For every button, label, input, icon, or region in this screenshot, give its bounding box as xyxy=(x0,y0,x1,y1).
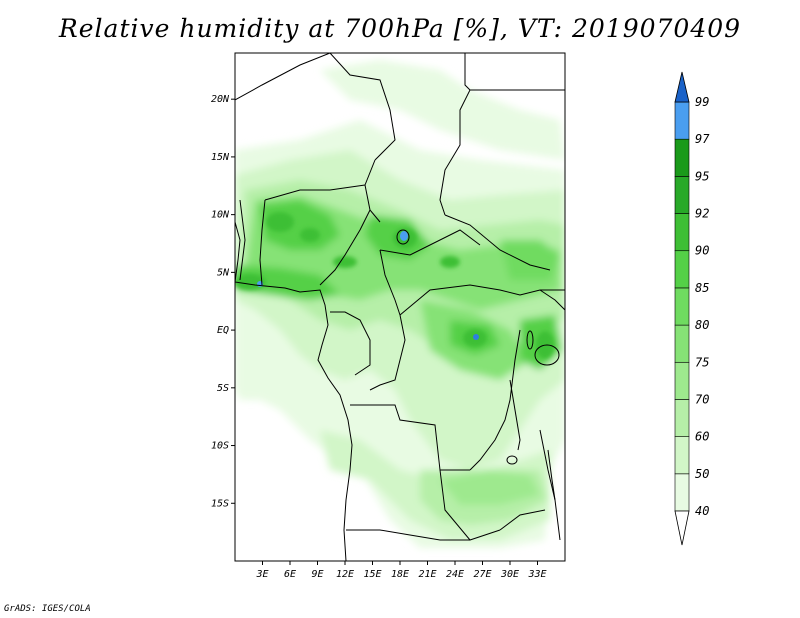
humidity-core-90 xyxy=(333,256,357,268)
country-boundaries xyxy=(235,53,565,561)
colorbar-bin xyxy=(674,361,690,400)
colorbar-label: 92 xyxy=(695,207,709,221)
colorbar-label: 50 xyxy=(695,467,709,481)
humidity-core-95 xyxy=(400,231,408,241)
border-drc-east xyxy=(469,329,521,471)
colorbar-label: 60 xyxy=(695,430,709,444)
x-tick-label: 3E xyxy=(255,569,268,580)
x-tick-label: 27E xyxy=(473,569,491,580)
y-tick-label: EQ xyxy=(217,325,229,336)
lake-malawi xyxy=(547,449,556,501)
lake-albert xyxy=(526,330,534,350)
border-zambia-south xyxy=(499,509,546,531)
border-gabon xyxy=(330,311,371,376)
lakes xyxy=(396,229,560,501)
colorbar-bin xyxy=(674,399,690,437)
border-nigeria-cameroon xyxy=(319,209,371,286)
axis-ticks: 3E 6E 9E 12E 15E 18E 21E 24E 27E 30E 33E 20N 15N 10N 5… xyxy=(211,94,547,580)
border-west-nigeria xyxy=(259,199,266,286)
coastline-west xyxy=(235,281,353,561)
colorbar-label: 80 xyxy=(695,318,709,332)
border-car-sudan xyxy=(444,214,551,271)
humidity-area-80-south xyxy=(440,470,540,505)
humidity-area-85-ne xyxy=(500,240,560,280)
colorbar-label: 70 xyxy=(695,392,709,406)
colorbar-bin xyxy=(674,138,690,177)
border-angola-zambia xyxy=(439,469,501,541)
colorbar-label: 95 xyxy=(695,169,709,183)
y-tick-label: 15S xyxy=(211,498,229,509)
humidity-core-90 xyxy=(300,228,320,242)
colorbar-bin xyxy=(674,473,690,512)
x-tick-label: 21E xyxy=(418,569,436,580)
colorbar-label: 40 xyxy=(695,504,709,518)
colorbar-label: 97 xyxy=(695,132,710,146)
x-tick-label: 30E xyxy=(500,569,519,580)
x-tick-label: 6E xyxy=(284,569,296,580)
colorbar-label: 75 xyxy=(695,355,709,369)
humidity-core-95 xyxy=(473,334,479,340)
colorbar-bin xyxy=(674,287,690,326)
border-cameroon-car xyxy=(379,249,401,316)
colorbar-bin xyxy=(674,176,690,214)
border-chad-sudan xyxy=(439,53,471,216)
y-tick-label: 15N xyxy=(211,152,230,163)
x-tick-label: 15E xyxy=(363,569,381,580)
colorbar-bin xyxy=(674,101,690,140)
colorbar-extend-high xyxy=(674,71,690,103)
map-title: Relative humidity at 700hPa [%], VT: 201… xyxy=(58,14,742,43)
border-uganda-kenya xyxy=(539,289,565,311)
colorbar-bin xyxy=(674,250,690,289)
x-tick-label: 24E xyxy=(446,569,464,580)
x-tick-label: 18E xyxy=(391,569,409,580)
x-tick-label: 9E xyxy=(311,569,323,580)
colorbar-bin xyxy=(674,213,690,252)
border-drc-angola xyxy=(350,404,470,471)
y-tick-label: 10S xyxy=(211,441,229,452)
colorbar-extend-low xyxy=(674,510,690,546)
border-chad-car xyxy=(379,229,481,256)
grads-credit: GrADS: IGES/COLA xyxy=(4,604,91,614)
lake-chad xyxy=(396,229,410,245)
colorbar-label: 90 xyxy=(695,244,709,258)
border-angola-namibia xyxy=(346,529,470,541)
colorbar-bin xyxy=(674,436,690,475)
humidity-core-90 xyxy=(440,256,460,268)
y-tick-label: 5S xyxy=(217,383,229,394)
humidity-field xyxy=(235,60,565,548)
border-algeria-niger xyxy=(235,53,331,101)
y-tick-label: 20N xyxy=(211,94,230,105)
coastline-gulf xyxy=(235,221,241,283)
border-congo-drc xyxy=(369,314,406,391)
x-tick-label: 33E xyxy=(527,569,546,580)
lake-victoria xyxy=(534,344,560,366)
lake-tanganyika xyxy=(509,379,521,451)
colorbar-label: 99 xyxy=(695,95,709,109)
y-tick-label: 10N xyxy=(211,210,230,221)
border-nigeria-niger xyxy=(264,184,366,201)
border-malawi xyxy=(539,429,561,541)
border-niger-libya xyxy=(329,53,396,161)
border-niger-chad xyxy=(364,159,381,223)
colorbar-bin xyxy=(674,324,690,363)
y-tick-label: 5N xyxy=(217,267,230,278)
border-ghana xyxy=(239,199,246,281)
humidity-core-90 xyxy=(266,212,294,232)
lake-mweru xyxy=(506,455,518,465)
colorbar-label: 85 xyxy=(695,281,709,295)
colorbar: 40 50 60 70 75 80 85 90 92 95 97 99 xyxy=(674,71,710,546)
x-tick-label: 12E xyxy=(336,569,354,580)
